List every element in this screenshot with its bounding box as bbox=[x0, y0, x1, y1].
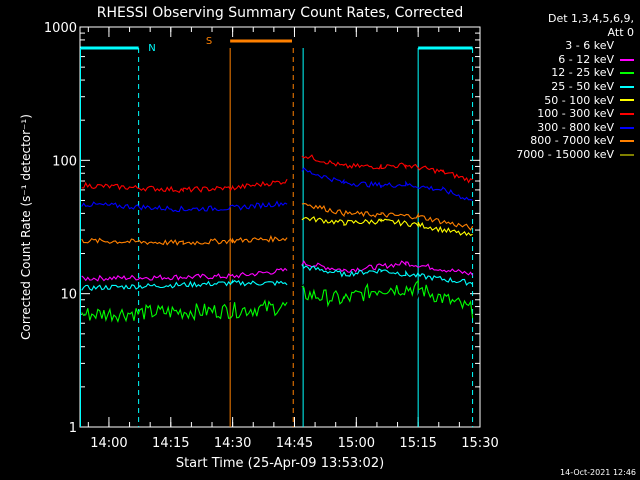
x-axis-label: Start Time (25-Apr-09 13:53:02) bbox=[176, 456, 384, 471]
series-line-7 bbox=[81, 203, 474, 246]
legend-entry: 12 - 25 keV bbox=[484, 66, 636, 80]
legend-swatch bbox=[620, 126, 634, 129]
y-tick-label: 10 bbox=[60, 288, 77, 303]
legend-entry-label: 6 - 12 keV bbox=[558, 52, 614, 66]
series-line-4 bbox=[301, 216, 473, 237]
legend-entry: 25 - 50 keV bbox=[484, 80, 636, 94]
x-tick-label: 15:15 bbox=[399, 436, 436, 451]
legend-title-line1: Det 1,3,4,5,6,9, bbox=[547, 12, 634, 25]
x-tick-label: 14:45 bbox=[276, 436, 313, 451]
legend-swatch bbox=[620, 72, 634, 75]
legend-entry-label: 12 - 25 keV bbox=[551, 66, 614, 80]
series-line-1 bbox=[81, 260, 474, 282]
legend-swatch bbox=[620, 85, 634, 88]
legend-swatch bbox=[620, 44, 634, 47]
legend-swatch bbox=[620, 140, 634, 143]
legend-entry-label: 300 - 800 keV bbox=[537, 120, 614, 134]
legend-entry: 50 - 100 keV bbox=[484, 94, 636, 108]
legend-entry-label: 3 - 6 keV bbox=[565, 39, 614, 53]
legend-swatch bbox=[620, 153, 634, 156]
series-line-6 bbox=[81, 167, 473, 213]
y-tick-label: 1000 bbox=[44, 21, 77, 36]
legend-entry-label: 800 - 7000 keV bbox=[530, 134, 614, 148]
y-axis-label: Corrected Count Rate (s⁻¹ detector⁻¹) bbox=[19, 114, 33, 340]
legend-entry-label: 25 - 50 keV bbox=[551, 79, 614, 93]
legend-swatch bbox=[620, 112, 634, 115]
x-tick-label: 14:30 bbox=[214, 436, 251, 451]
legend-entry-label: 50 - 100 keV bbox=[544, 93, 614, 107]
legend-swatch bbox=[620, 99, 634, 102]
night-flag-label: N bbox=[148, 43, 155, 54]
y-tick-label: 1 bbox=[69, 421, 77, 436]
legend-entry: 100 - 300 keV bbox=[484, 107, 636, 121]
legend-entry: 300 - 800 keV bbox=[484, 121, 636, 135]
legend-entry-label: 100 - 300 keV bbox=[537, 107, 614, 121]
legend-swatch bbox=[620, 58, 634, 61]
legend-entry: 800 - 7000 keV bbox=[484, 134, 636, 148]
x-tick-label: 15:30 bbox=[461, 436, 498, 451]
series-line-3 bbox=[81, 264, 473, 291]
generation-timestamp: 14-Oct-2021 12:46 bbox=[560, 468, 636, 477]
series-line-2 bbox=[81, 279, 474, 324]
legend-entry: 6 - 12 keV bbox=[484, 53, 636, 67]
legend: Det 1,3,4,5,6,9, Att 0 3 - 6 keV 6 - 12 k… bbox=[484, 12, 636, 162]
legend-title-line2: Att 0 bbox=[607, 25, 634, 39]
legend-entry: 7000 - 15000 keV bbox=[484, 148, 636, 162]
saa-flag-label: S bbox=[206, 36, 212, 47]
y-tick-label: 100 bbox=[52, 154, 77, 169]
series-line-5 bbox=[81, 154, 473, 194]
x-tick-label: 14:00 bbox=[90, 436, 127, 451]
chart-title: RHESSI Observing Summary Count Rates, Co… bbox=[97, 5, 463, 21]
x-tick-label: 15:00 bbox=[338, 436, 375, 451]
legend-entry-label: 7000 - 15000 keV bbox=[516, 147, 614, 161]
x-tick-label: 14:15 bbox=[152, 436, 189, 451]
legend-entry: 3 - 6 keV bbox=[484, 39, 636, 53]
